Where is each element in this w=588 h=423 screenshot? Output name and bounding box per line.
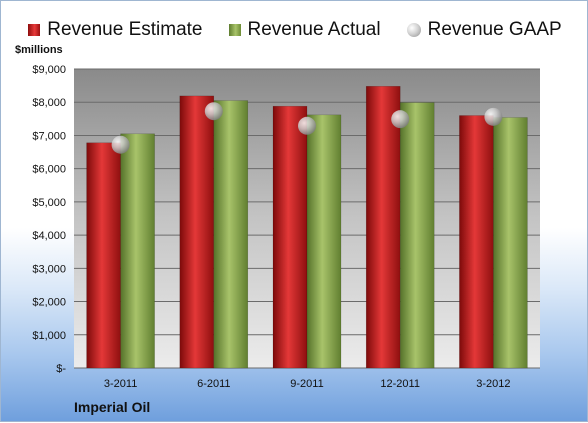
legend-item-gaap: Revenue GAAP	[406, 19, 562, 41]
bar-revenue-actual	[213, 100, 249, 369]
y-tick-label: $7,000	[32, 130, 66, 142]
y-tick-label: $5,000	[32, 197, 66, 209]
x-tick-label: 12-2011	[380, 378, 420, 390]
legend-label-gaap: Revenue GAAP	[427, 19, 562, 40]
y-tick-label: $6,000	[32, 164, 66, 176]
x-tick-label: 6-2011	[197, 378, 230, 390]
gaap-markers	[111, 102, 503, 154]
legend-label-actual: Revenue Actual	[247, 19, 381, 40]
x-tick-label: 3-2012	[476, 378, 510, 390]
company-name: Imperial Oil	[74, 399, 151, 415]
legend-swatch-actual	[228, 24, 241, 36]
y-axis-ticks: $- $1,000 $2,000 $3,000 $4,000 $5,000 $6,000 $7…	[32, 64, 66, 375]
y-tick-label: $-	[56, 363, 66, 375]
bar-revenue-estimate	[179, 95, 215, 369]
y-tick-label: $2,000	[32, 297, 66, 309]
bar-revenue-estimate	[365, 86, 401, 369]
marker-revenue-gaap	[391, 110, 410, 129]
marker-revenue-gaap	[111, 135, 130, 154]
marker-revenue-gaap	[484, 107, 503, 126]
legend: Revenue Estimate Revenue Actual Revenue …	[1, 17, 588, 43]
y-tick-label: $3,000	[32, 263, 66, 275]
marker-revenue-gaap	[298, 116, 316, 135]
y-axis-unit-label: $millions	[15, 44, 63, 56]
legend-label-estimate: Revenue Estimate	[47, 19, 203, 40]
bar-revenue-actual	[399, 102, 435, 369]
bar-revenue-actual	[493, 117, 528, 369]
bar-series	[86, 86, 528, 369]
bar-revenue-estimate	[459, 115, 494, 369]
x-axis-ticks: 3-2011 6-2011 9-2011 12-2011 3-2012	[104, 378, 511, 390]
bar-revenue-estimate	[272, 105, 308, 369]
legend-item-actual: Revenue Actual	[228, 19, 381, 41]
bar-revenue-actual	[306, 114, 342, 369]
y-tick-label: $1,000	[32, 330, 66, 342]
legend-item-estimate: Revenue Estimate	[28, 19, 203, 41]
legend-marker-gaap	[406, 23, 421, 37]
legend-swatch-estimate	[28, 24, 41, 36]
x-tick-label: 3-2011	[104, 378, 137, 390]
bar-revenue-actual	[120, 133, 155, 369]
y-tick-label: $8,000	[32, 97, 66, 109]
marker-revenue-gaap	[204, 102, 223, 121]
y-tick-label: $9,000	[32, 64, 66, 76]
bar-revenue-estimate	[86, 142, 121, 369]
y-tick-label: $4,000	[32, 230, 66, 242]
x-tick-label: 9-2011	[290, 378, 323, 390]
